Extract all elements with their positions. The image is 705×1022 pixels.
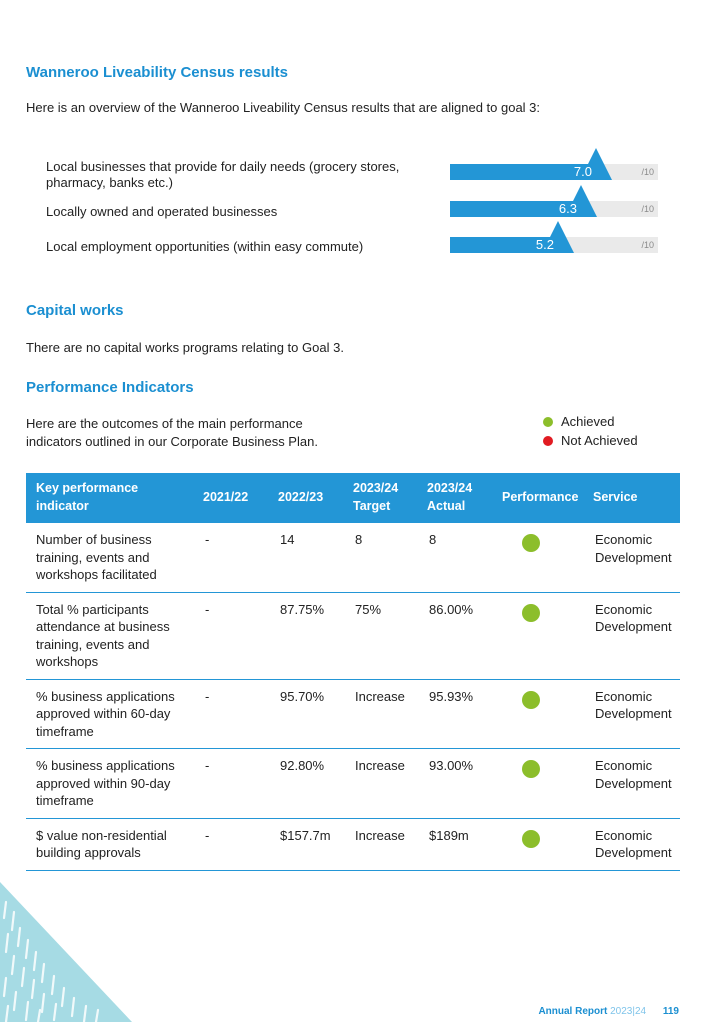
census-bar-fill <box>450 237 558 253</box>
legend-not-achieved: Not Achieved <box>543 431 638 450</box>
census-bar-marker <box>542 221 574 253</box>
census-bar-fill <box>450 164 596 180</box>
actual-cell: 93.00% <box>419 748 494 819</box>
column-header: 2021/22 <box>195 473 270 523</box>
legend-achieved: Achieved <box>543 412 638 431</box>
census-bar-value: 7.0 <box>573 164 592 179</box>
performance-cell <box>494 592 585 680</box>
actual-cell: 86.00% <box>419 592 494 680</box>
census-item-label: Local businesses that provide for daily … <box>46 159 400 190</box>
census-bar-max: /10 <box>641 240 654 250</box>
census-heading: Wanneroo Liveability Census results <box>26 64 289 81</box>
performance-legend: Achieved Not Achieved <box>543 412 638 450</box>
performance-cell <box>494 679 585 749</box>
census-bar-marker <box>580 148 612 180</box>
target-cell: 8 <box>345 523 419 593</box>
corner-pattern-decoration <box>0 882 132 1022</box>
census-bar-fill <box>450 201 581 217</box>
census-bar: 5.2 /10 <box>450 221 658 253</box>
indicator-cell: % business applications approved within … <box>26 748 195 819</box>
status-dot-icon <box>522 603 540 622</box>
target-cell: 75% <box>345 592 419 680</box>
service-cell: Economic Development <box>585 679 680 749</box>
column-header: 2023/24 Target <box>345 473 419 523</box>
census-bar-max: /10 <box>641 167 654 177</box>
performance-intro: Here are the outcomes of the main perfor… <box>26 416 318 449</box>
indicator-cell: Total % participants attendance at busin… <box>26 592 195 680</box>
page-number: 119 <box>662 1006 679 1017</box>
indicator-cell: % business applications approved within … <box>26 679 195 749</box>
not-achieved-dot-icon <box>543 435 553 446</box>
status-dot-icon <box>522 829 540 848</box>
actual-cell: 95.93% <box>419 679 494 749</box>
value-2022-23: 92.80% <box>270 748 345 819</box>
value-2021-22: - <box>195 592 270 680</box>
column-header: Service <box>585 473 680 523</box>
column-header: Key performance indicator <box>26 473 195 523</box>
census-item-label: Local employment opportunities (within e… <box>46 239 364 254</box>
performance-heading: Performance Indicators <box>26 379 194 396</box>
kpi-table: Key performance indicator 2021/22 2022/2… <box>26 473 680 871</box>
service-cell: Economic Development <box>585 748 680 819</box>
footer-year: 2023|24 <box>610 1006 647 1017</box>
value-2022-23: 87.75% <box>270 592 345 680</box>
census-item-label: Locally owned and operated businesses <box>46 204 278 219</box>
column-header: Performance <box>494 473 585 523</box>
performance-cell <box>494 818 585 871</box>
census-bar-max: /10 <box>641 204 654 214</box>
table-row: Number of business training, events and … <box>26 523 680 593</box>
achieved-dot-icon <box>543 416 553 427</box>
performance-cell <box>494 748 585 819</box>
service-cell: Economic Development <box>585 523 680 593</box>
census-bar-marker <box>565 185 597 217</box>
indicator-cell: Number of business training, events and … <box>26 523 195 593</box>
census-bar-value: 5.2 <box>535 237 554 252</box>
actual-cell: $189m <box>419 818 494 871</box>
page-footer: Annual Report 2023|24 119 <box>538 1006 679 1017</box>
table-row: Total % participants attendance at busin… <box>26 592 680 680</box>
table-row: % business applications approved within … <box>26 679 680 749</box>
capital-text: There are no capital works programs rela… <box>26 340 344 355</box>
table-header-row: Key performance indicator 2021/22 2022/2… <box>26 473 680 523</box>
table-row: % business applications approved within … <box>26 748 680 819</box>
performance-cell <box>494 523 585 593</box>
status-dot-icon <box>522 690 540 709</box>
legend-label: Achieved <box>561 414 615 429</box>
value-2021-22: - <box>195 679 270 749</box>
value-2021-22: - <box>195 748 270 819</box>
census-bar: 6.3 /10 <box>450 185 658 217</box>
column-header: 2022/23 <box>270 473 345 523</box>
table-row: $ value non-residential building approva… <box>26 818 680 871</box>
target-cell: Increase <box>345 818 419 871</box>
value-2022-23: 95.70% <box>270 679 345 749</box>
value-2022-23: $157.7m <box>270 818 345 871</box>
service-cell: Economic Development <box>585 592 680 680</box>
legend-label: Not Achieved <box>561 433 638 448</box>
census-bar: 7.0 /10 <box>450 148 658 180</box>
status-dot-icon <box>522 760 540 778</box>
footer-report-label: Annual Report <box>538 1006 608 1017</box>
status-dot-icon <box>522 534 540 552</box>
census-bar-value: 6.3 <box>558 201 577 216</box>
value-2021-22: - <box>195 818 270 871</box>
census-intro: Here is an overview of the Wanneroo Live… <box>26 100 541 115</box>
target-cell: Increase <box>345 748 419 819</box>
value-2021-22: - <box>195 523 270 593</box>
actual-cell: 8 <box>419 523 494 593</box>
value-2022-23: 14 <box>270 523 345 593</box>
target-cell: Increase <box>345 679 419 749</box>
column-header: 2023/24 Actual <box>419 473 494 523</box>
service-cell: Economic Development <box>585 818 680 871</box>
indicator-cell: $ value non-residential building approva… <box>26 818 195 871</box>
capital-heading: Capital works <box>26 302 124 319</box>
